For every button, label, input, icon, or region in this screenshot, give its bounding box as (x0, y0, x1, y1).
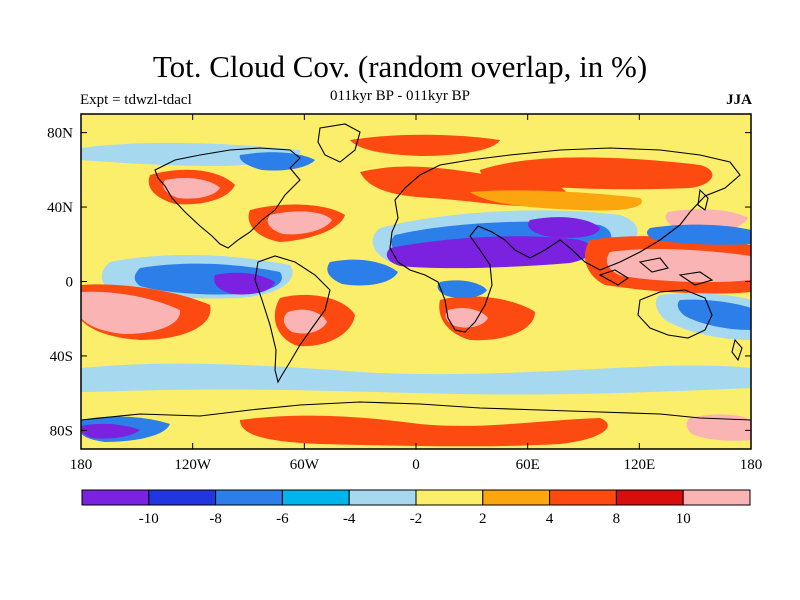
colorbar-swatch (148, 489, 217, 506)
coastline-japan (697, 188, 709, 211)
anomaly-region (214, 272, 275, 295)
y-tick-label: 40S (50, 349, 73, 365)
anomaly-region (163, 177, 220, 199)
x-tick-label: 60W (290, 457, 320, 473)
colorbar-swatch (549, 489, 617, 506)
colorbar-label: 2 (479, 511, 487, 527)
colorbar-label: -4 (343, 511, 356, 527)
anomaly-region (686, 414, 751, 441)
coastline-antarctica (81, 401, 751, 421)
anomaly-region (240, 415, 608, 447)
x-tick-label: 180 (70, 457, 93, 473)
colorbar-swatch (348, 489, 417, 506)
map-title: Tot. Cloud Cov. (random overlap, in %) (152, 49, 648, 84)
colorbar-label: 10 (676, 511, 691, 527)
anomaly-region (677, 299, 751, 330)
coastline-eurasia-africa (389, 147, 741, 333)
anomaly-region (350, 134, 500, 156)
anomaly-region (386, 236, 593, 269)
anomaly-region (528, 217, 600, 238)
anomaly-region (283, 309, 327, 334)
coastline-australia (637, 289, 713, 339)
coastline-new-zealand (731, 338, 743, 362)
anomaly-region (81, 423, 140, 439)
y-tick-label: 80N (47, 126, 73, 142)
anomaly-region (437, 280, 487, 298)
colorbar-label: 4 (546, 511, 554, 527)
anomaly-region (480, 157, 713, 190)
coastlines (81, 123, 751, 421)
anomaly-fields (81, 134, 751, 447)
colorbar-swatch (415, 489, 484, 506)
colorbar-label: -6 (276, 511, 289, 527)
colorbar-label: -8 (209, 511, 222, 527)
x-tick-label: 0 (412, 457, 420, 473)
y-tick-label: 40N (47, 200, 73, 216)
x-tick-label: 60E (516, 457, 540, 473)
map-panel (81, 114, 751, 449)
anomaly-region (81, 291, 181, 334)
x-tick-label: 120W (174, 457, 212, 473)
anomaly-region (445, 307, 488, 328)
anomaly-region (239, 152, 315, 171)
x-tick-label: 180 (740, 457, 763, 473)
anomaly-region (267, 211, 332, 235)
season-label: JJA (726, 92, 752, 108)
colorbar-label: 8 (613, 511, 621, 527)
colorbar-swatch (615, 489, 684, 506)
anomaly-region (470, 190, 642, 211)
colorbar-swatch (81, 489, 150, 506)
colorbar-swatch (482, 489, 551, 506)
colorbar-swatch (682, 489, 751, 506)
colorbar-label: -2 (410, 511, 423, 527)
y-tick-label: 0 (66, 275, 74, 291)
coastline-islands (598, 257, 714, 286)
colorbar-swatch (215, 489, 283, 506)
anomaly-region (606, 249, 751, 283)
y-tick-label: 80S (50, 423, 73, 439)
colorbar: -10 -8 -6 -4 -2 2 4 8 10 (81, 489, 751, 527)
anomaly-region (327, 259, 398, 286)
coastline-south-america (254, 255, 331, 384)
colorbar-swatch (281, 489, 350, 506)
anomaly-region (81, 363, 751, 395)
x-tick-label: 120E (623, 457, 655, 473)
axis-ticks: 80N 40N 0 40S 80S 180 120W 60W 0 60E 120E 180 (47, 114, 762, 473)
colorbar-label: -10 (139, 511, 159, 527)
experiment-label: Expt = tdwzl-tdacl (80, 92, 192, 108)
map-subtitle: 011kyr BP - 011kyr BP (329, 88, 470, 104)
coastline-north-america (154, 147, 301, 249)
coastline-greenland (317, 123, 361, 163)
